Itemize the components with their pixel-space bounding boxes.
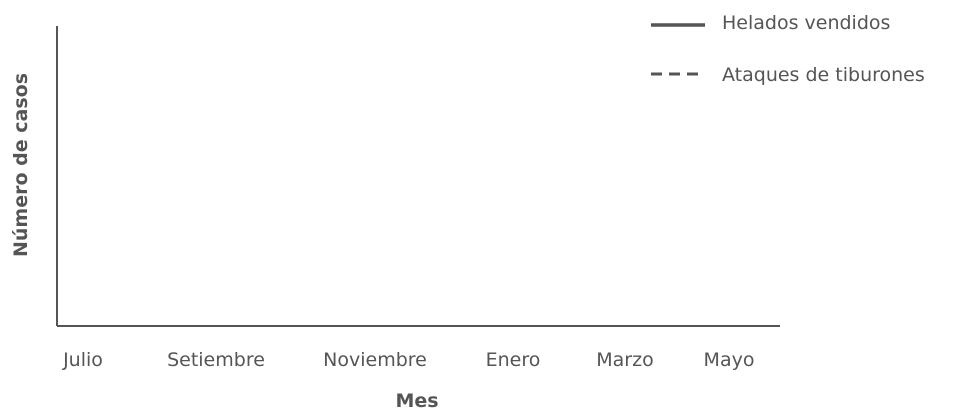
y-axis-title: Número de casos [10, 73, 32, 257]
x-tick-label: Marzo [596, 349, 653, 371]
x-tick-label: Noviembre [323, 349, 427, 371]
legend-label-ataques-de-tiburones: Ataques de tiburones [722, 64, 925, 86]
x-tick-label: Julio [62, 349, 103, 371]
x-tick-label: Mayo [704, 349, 755, 371]
x-tick-label: Enero [486, 349, 541, 371]
legend: Helados vendidos Ataques de tiburones [651, 12, 925, 86]
x-tick-label: Setiembre [167, 349, 265, 371]
x-axis-title: Mes [395, 390, 438, 412]
x-tick-labels: Julio Setiembre Noviembre Enero Marzo Ma… [62, 349, 754, 371]
legend-label-helados-vendidos: Helados vendidos [722, 12, 890, 34]
